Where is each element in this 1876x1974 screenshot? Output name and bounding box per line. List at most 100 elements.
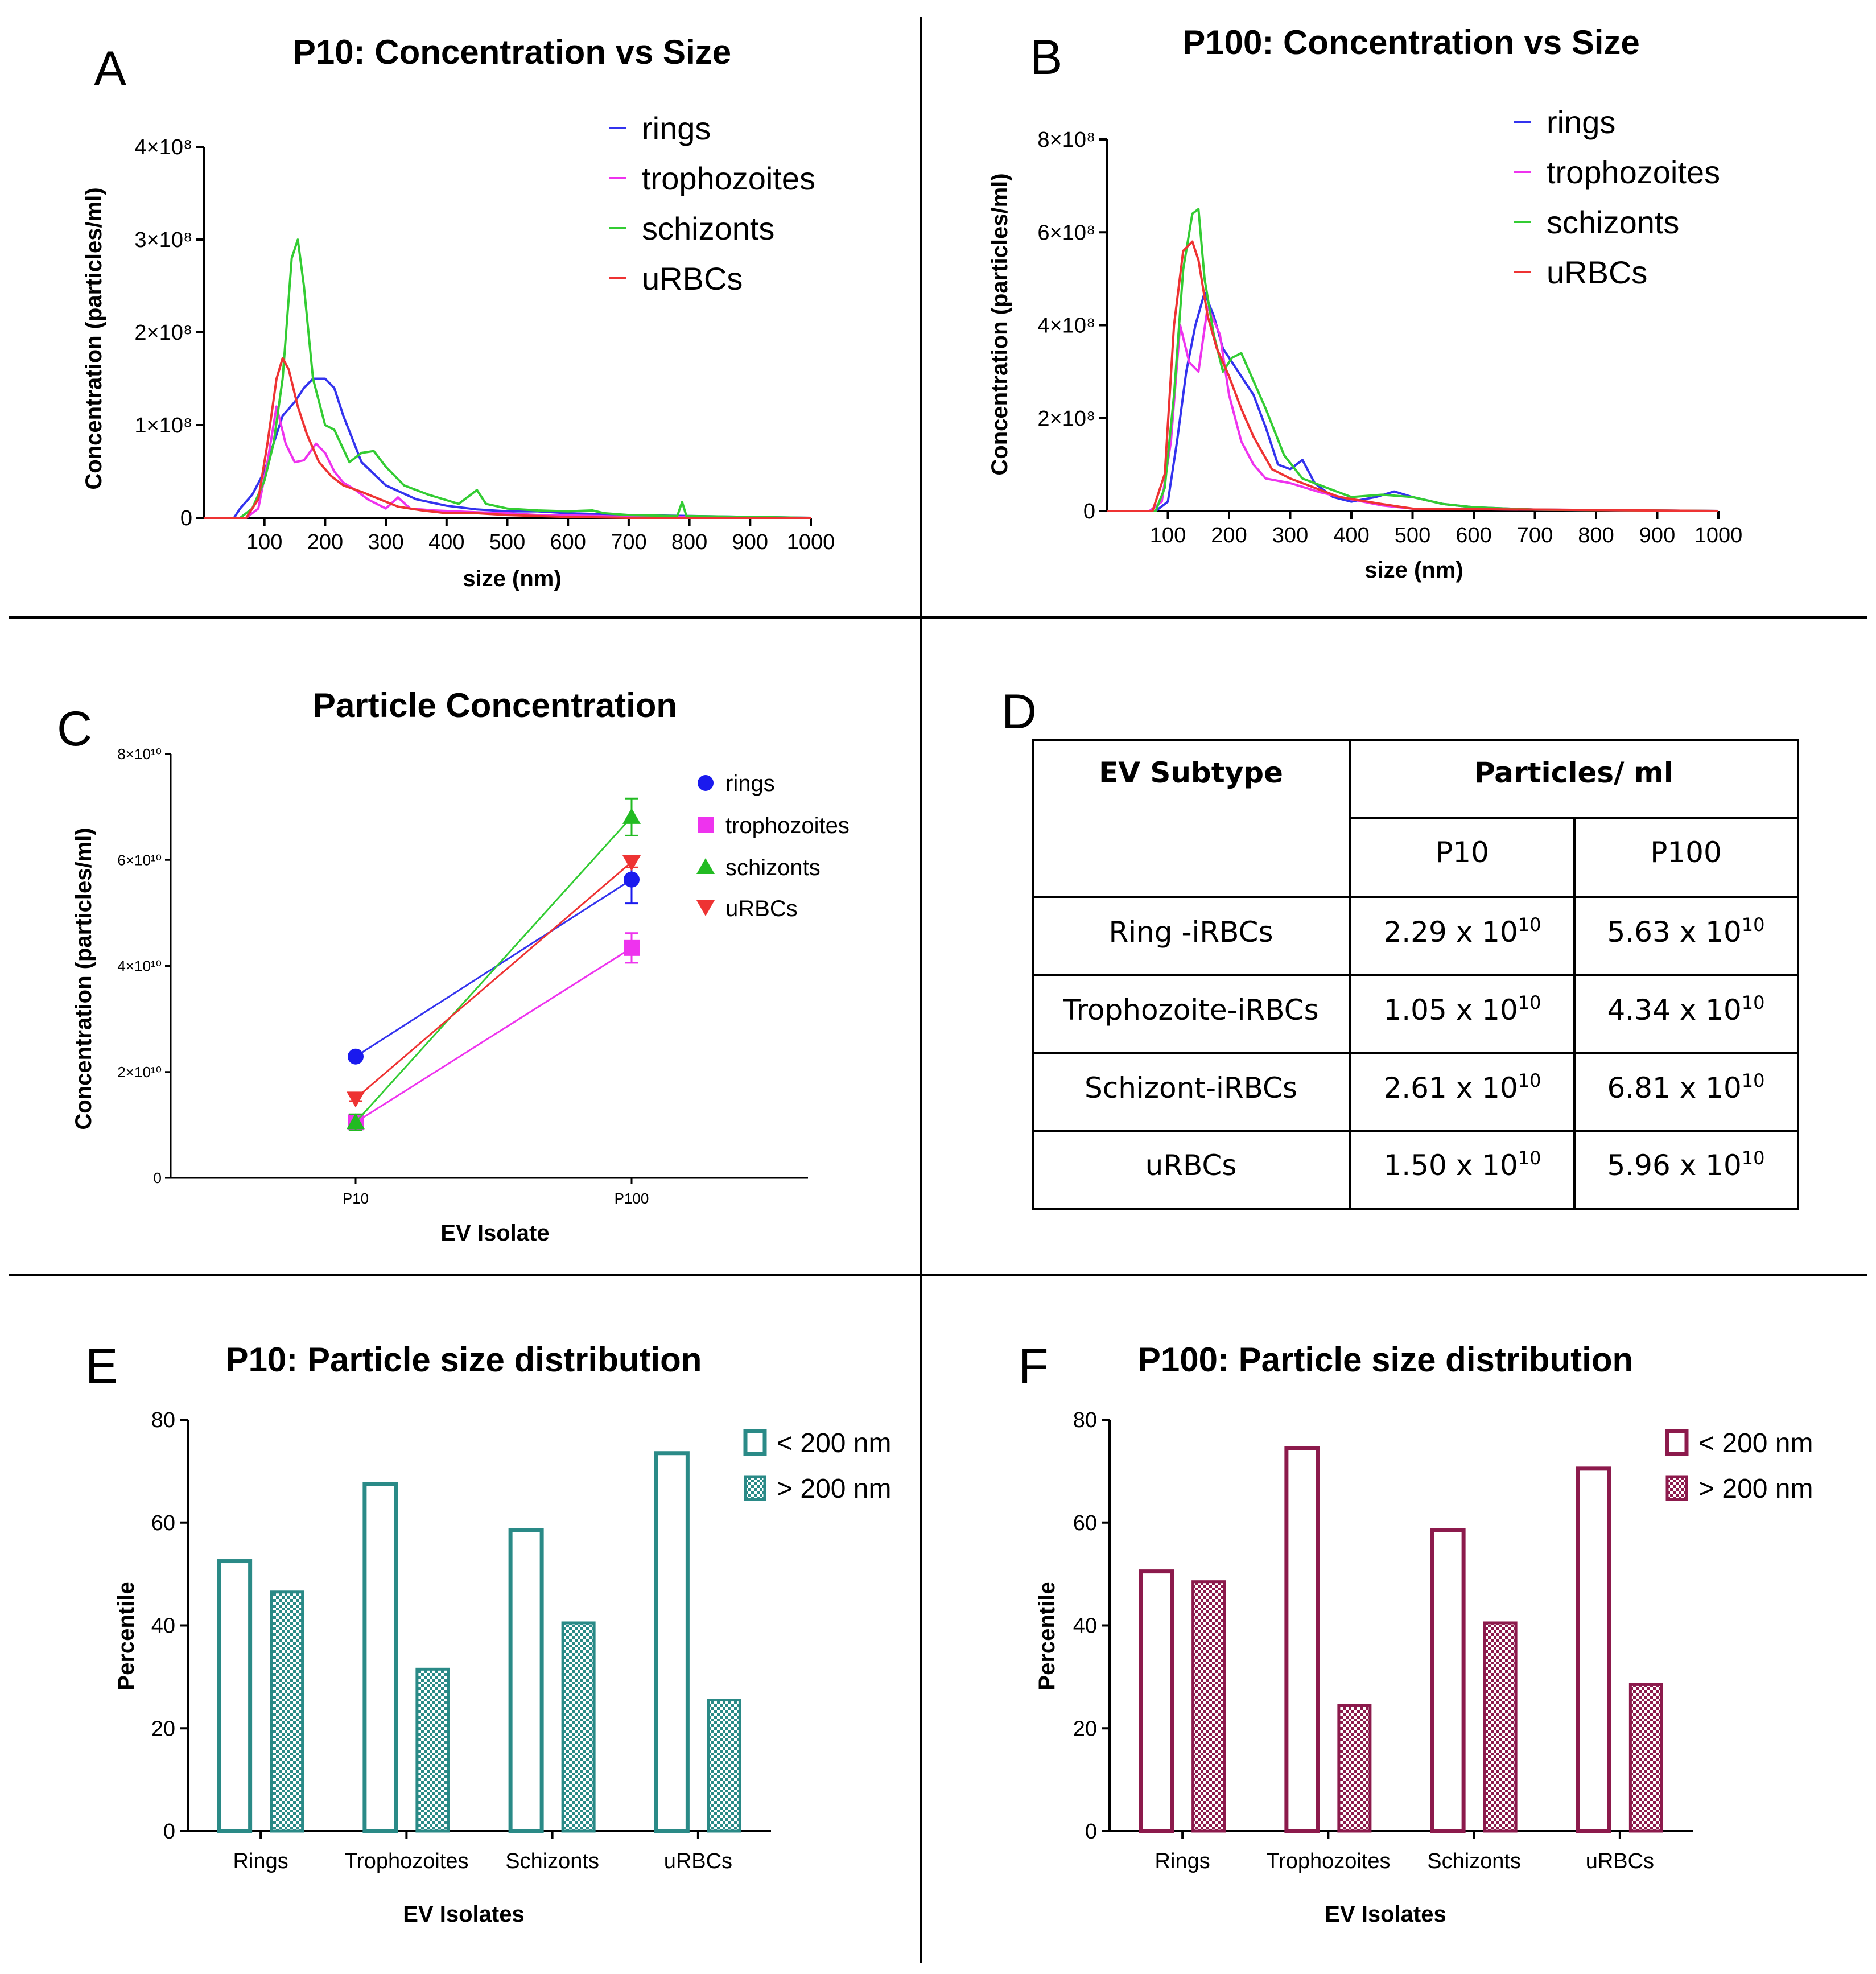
x-tick-label: 100 — [246, 530, 282, 554]
y-tick-label: 40 — [1073, 1614, 1097, 1638]
panel-b-axes: 0 2×10⁸ 4×10⁸ 6×10⁸ 8×10⁸ 100 200 300 400 500 600 7… — [1037, 128, 1742, 547]
x-tick-label: 900 — [1639, 524, 1675, 547]
legend-label-rings: rings — [1547, 104, 1615, 140]
y-tick-label: 1×10⁸ — [134, 414, 192, 438]
y-tick-label: 2×10⁸ — [134, 321, 192, 345]
panel-f: F P100: Particle size distribution 0 20 40… — [1019, 1339, 1813, 1927]
panel-c-ylabel: Concentration (particles/ml) — [71, 827, 96, 1130]
x-tick-label: 800 — [1578, 524, 1614, 547]
table-subheader-p100: P100 — [1650, 836, 1722, 869]
table-row: Ring -iRBCs 2.29 x 1010 5.63 x 1010 — [1108, 914, 1764, 949]
legend-swatch-over-200 — [744, 1475, 766, 1501]
legend-label-over-200: > 200 nm — [1698, 1474, 1813, 1504]
legend-label-schizonts: schizonts — [725, 855, 821, 880]
x-tick-label: Trophozoites — [344, 1849, 468, 1873]
table-cell-name: Ring -iRBCs — [1108, 916, 1273, 949]
bar-over-200-urbcs — [1628, 1683, 1663, 1833]
table-row: Schizont-iRBCs 2.61 x 1010 6.81 x 1010 — [1085, 1070, 1765, 1105]
x-tick-label: 100 — [1150, 524, 1186, 547]
series-line-urbcs — [204, 357, 811, 519]
series-line-rings — [355, 879, 632, 1057]
y-tick-label: 0 — [1085, 1820, 1097, 1844]
panel-f-ylabel: Percentile — [1034, 1581, 1059, 1690]
legend-marker-schizonts — [696, 858, 715, 874]
table-cell-name: Trophozoite-iRBCs — [1062, 994, 1318, 1027]
legend-label-under-200: < 200 nm — [1698, 1428, 1813, 1458]
marker-schizonts — [622, 807, 641, 824]
marker-rings — [348, 1048, 364, 1065]
legend-label-rings: rings — [642, 110, 711, 146]
panel-c-axes: 0 2×10¹⁰ 4×10¹⁰ 6×10¹⁰ 8×10¹⁰ P10 P100 — [117, 745, 808, 1207]
series-line-urbcs — [1107, 240, 1719, 512]
y-tick-label: 2×10⁸ — [1037, 407, 1095, 431]
marker-urbcs — [347, 1091, 365, 1108]
series-line-schizonts — [204, 238, 811, 519]
x-tick-label: 200 — [1211, 524, 1247, 547]
legend-label-rings: rings — [725, 771, 775, 796]
panel-a: A P10: Concentration vs Size 0 1×10⁸ 2×10⁸… — [81, 33, 835, 591]
x-tick-label: 300 — [1272, 524, 1308, 547]
panel-b: B P100: Concentration vs Size 0 2×10⁸ 4×10… — [987, 23, 1742, 583]
x-tick-label: Schizonts — [505, 1849, 599, 1873]
x-tick-label: 200 — [307, 530, 343, 554]
series-line-schizonts — [1107, 208, 1719, 512]
x-tick-label: 600 — [550, 530, 586, 554]
x-tick-label: 700 — [1517, 524, 1553, 547]
x-tick-label: 400 — [1333, 524, 1369, 547]
legend-swatch-over-200 — [1665, 1475, 1688, 1501]
bar-under-200-schizonts — [508, 1528, 544, 1833]
bar-under-200-rings — [217, 1559, 253, 1833]
panel-a-title: P10: Concentration vs Size — [293, 33, 731, 71]
bar-under-200-trophozoites — [362, 1482, 398, 1833]
panel-f-title: P100: Particle size distribution — [1138, 1341, 1633, 1379]
panel-b-title: P100: Concentration vs Size — [1182, 23, 1640, 61]
table-row: uRBCs 1.50 x 1010 5.96 x 1010 — [1145, 1147, 1765, 1182]
panel-c-title: Particle Concentration — [313, 686, 677, 724]
y-tick-label: 8×10⁸ — [1037, 128, 1095, 152]
legend-label-urbcs: uRBCs — [725, 896, 798, 921]
panel-c: C Particle Concentration 0 2×10¹⁰ 4×10¹⁰ 6×… — [57, 686, 850, 1246]
marker-schizonts — [347, 1113, 365, 1130]
bar-over-200-urbcs — [707, 1699, 741, 1833]
panel-letter-c: C — [57, 702, 92, 756]
x-tick-label: Rings — [1155, 1849, 1210, 1873]
x-tick-label: 1000 — [1694, 524, 1743, 547]
x-tick-label: 700 — [611, 530, 646, 554]
panel-letter-b: B — [1030, 30, 1062, 85]
table-subheader-p10: P10 — [1436, 836, 1489, 869]
panel-e-xlabel: EV Isolates — [403, 1902, 524, 1927]
bar-under-200-rings — [1139, 1569, 1174, 1833]
legend-label-urbcs: uRBCs — [642, 261, 743, 296]
legend-swatch-under-200 — [743, 1429, 767, 1456]
y-tick-label: 0 — [154, 1169, 162, 1186]
legend-marker-urbcs — [696, 900, 715, 916]
y-tick-label: 80 — [151, 1408, 175, 1432]
x-tick-label: 800 — [671, 530, 707, 554]
y-tick-label: 60 — [151, 1511, 175, 1535]
bar-over-200-schizonts — [561, 1621, 596, 1833]
panel-c-xlabel: EV Isolate — [440, 1221, 549, 1246]
legend-label-trophozoites: trophozoites — [1547, 154, 1720, 190]
x-tick-label: P100 — [615, 1190, 649, 1207]
legend-label-schizonts: schizonts — [1547, 204, 1679, 240]
legend-label-trophozoites: trophozoites — [642, 160, 815, 196]
legend-label-schizonts: schizonts — [642, 211, 774, 246]
y-tick-label: 60 — [1073, 1511, 1097, 1535]
y-tick-label: 80 — [1073, 1408, 1097, 1432]
legend-swatch-under-200 — [1665, 1429, 1689, 1456]
y-tick-label: 4×10⁸ — [1037, 314, 1095, 338]
y-tick-label: 40 — [151, 1614, 175, 1638]
panel-f-xlabel: EV Isolates — [1325, 1902, 1446, 1927]
table-cell-p10: 2.29 x 1010 — [1383, 914, 1541, 949]
table-cell-name: uRBCs — [1145, 1149, 1237, 1182]
legend-label-trophozoites: trophozoites — [725, 813, 850, 838]
y-tick-label: 0 — [163, 1820, 175, 1844]
series-line-trophozoites — [204, 405, 811, 519]
panel-b-legend: rings trophozoites schizonts uRBCs — [1514, 104, 1720, 290]
x-tick-label: 500 — [489, 530, 525, 554]
panel-letter-e: E — [85, 1339, 118, 1394]
panel-e: E P10: Particle size distribution 0 20 40 6… — [85, 1339, 891, 1927]
bar-over-200-schizonts — [1483, 1621, 1518, 1833]
panel-f-legend: < 200 nm > 200 nm — [1665, 1428, 1813, 1504]
